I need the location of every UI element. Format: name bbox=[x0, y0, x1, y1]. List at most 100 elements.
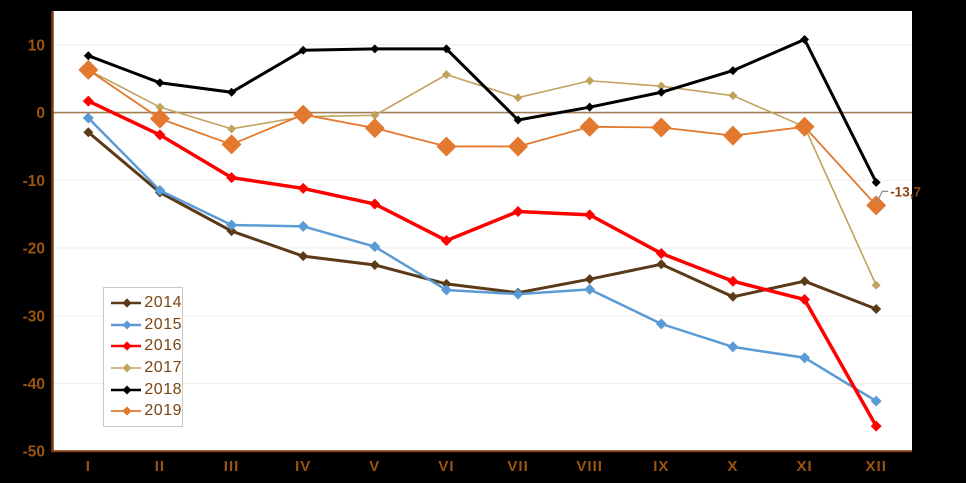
series-2017-point-VI bbox=[441, 70, 451, 80]
series-2017-point-XII bbox=[871, 280, 881, 290]
legend-item-2015: 2015 bbox=[110, 314, 182, 336]
series-2018-point-VI bbox=[441, 44, 451, 54]
series-2016-point-VIII bbox=[584, 209, 596, 221]
series-2015-point-IV bbox=[297, 220, 309, 232]
series-2015-point-VIII bbox=[584, 283, 596, 295]
series-2015-point-II bbox=[154, 184, 166, 196]
y-axis-label--10: -10 bbox=[23, 173, 45, 190]
series-2019-point-V bbox=[364, 118, 385, 139]
series-2016 bbox=[82, 95, 882, 432]
y-axis-label--20: -20 bbox=[23, 241, 45, 258]
y-axis-label-0: 0 bbox=[36, 105, 45, 122]
series-2016-point-XI bbox=[799, 294, 811, 306]
series-2016-point-X bbox=[727, 275, 739, 287]
series-2018-point-III bbox=[227, 87, 237, 97]
series-2014-point-VIII bbox=[584, 274, 595, 285]
series-2014-point-III bbox=[226, 226, 237, 237]
legend-marker-2018 bbox=[111, 385, 142, 395]
series-2019-point-VII bbox=[508, 136, 529, 157]
series-2018-point-XII bbox=[871, 177, 881, 187]
series-2015-point-VI bbox=[440, 284, 452, 296]
series-2019 bbox=[78, 59, 887, 216]
series-2018-point-I bbox=[83, 51, 93, 61]
legend-label-2016: 2016 bbox=[144, 337, 182, 355]
legend-item-2019: 2019 bbox=[110, 400, 182, 422]
x-axis-label-VIII: VIII bbox=[576, 458, 603, 475]
series-2016-point-IV bbox=[297, 182, 309, 194]
series-2018-point-IV bbox=[298, 45, 308, 55]
y-axis-label--40: -40 bbox=[23, 376, 45, 393]
series-2014-point-I bbox=[83, 127, 94, 138]
series-2019-point-VIII bbox=[579, 116, 600, 137]
legend-label-2017: 2017 bbox=[144, 358, 182, 376]
y-axis-label--30: -30 bbox=[23, 308, 45, 325]
series-2015-point-VII bbox=[512, 288, 524, 300]
legend-marker-2017 bbox=[111, 363, 142, 373]
x-axis-label-IV: IV bbox=[295, 458, 311, 475]
legend-label-2014: 2014 bbox=[144, 293, 182, 311]
series-2018-point-VIII bbox=[585, 102, 595, 112]
series-2014-line bbox=[87, 131, 877, 311]
series-2019-point-VI bbox=[436, 136, 457, 157]
series-2017-point-X bbox=[728, 91, 738, 101]
series-2016-point-VII bbox=[512, 205, 524, 217]
series-2019-point-X bbox=[722, 125, 743, 146]
legend-marker-2015 bbox=[111, 319, 142, 330]
series-2019-point-XI bbox=[794, 116, 815, 137]
series-2015-point-III bbox=[226, 219, 238, 231]
y-axis-label--50: -50 bbox=[23, 444, 45, 461]
series-2019-point-IV bbox=[293, 104, 314, 125]
series-2018-line bbox=[87, 37, 878, 184]
series-2016-point-VI bbox=[440, 235, 452, 247]
series-2018-point-V bbox=[370, 44, 380, 54]
series-2017-point-II bbox=[155, 102, 165, 112]
series-2018-point-II bbox=[155, 78, 165, 88]
legend-label-2015: 2015 bbox=[144, 315, 182, 333]
series-2016-point-XII bbox=[870, 420, 882, 432]
legend-label-2018: 2018 bbox=[144, 380, 182, 398]
legend-marker-2014 bbox=[111, 298, 142, 308]
y-axis-label-10: 10 bbox=[28, 37, 45, 54]
series-2014-point-V bbox=[369, 259, 380, 270]
series-2015-point-I bbox=[82, 112, 94, 124]
series-2016-point-III bbox=[226, 172, 238, 184]
series-2017-point-IX bbox=[656, 81, 666, 91]
x-axis-label-III: III bbox=[224, 458, 240, 475]
series-2015-point-V bbox=[369, 241, 381, 253]
series-2014-point-IX bbox=[656, 259, 667, 270]
legend-label-2019: 2019 bbox=[144, 402, 182, 420]
x-axis-label-X: X bbox=[727, 458, 738, 475]
legend-item-2018: 2018 bbox=[110, 379, 182, 401]
series-2018-point-XI bbox=[800, 34, 810, 44]
annotation-label: -13,7 bbox=[890, 184, 921, 199]
legend-item-2014: 2014 bbox=[110, 292, 182, 314]
series-2016-point-I bbox=[82, 95, 94, 107]
series-2015-point-XII bbox=[870, 395, 882, 407]
series-2019-point-I bbox=[78, 59, 99, 80]
x-axis-label-VII: VII bbox=[507, 458, 528, 475]
series-2014-point-XI bbox=[799, 276, 810, 287]
legend-item-2017: 2017 bbox=[110, 357, 182, 379]
series-2015-point-X bbox=[727, 341, 739, 353]
x-axis-label-VI: VI bbox=[438, 458, 454, 475]
annotation-leader-line bbox=[876, 190, 889, 204]
series-2018-point-X bbox=[728, 66, 738, 76]
series-2019-point-XII bbox=[866, 195, 887, 216]
legend-marker-2019 bbox=[111, 406, 142, 416]
series-2014-point-X bbox=[727, 291, 738, 302]
series-2018-point-IX bbox=[656, 87, 666, 97]
series-2018-point-VII bbox=[513, 115, 523, 125]
x-axis-label-XI: XI bbox=[796, 458, 812, 475]
series-2016-line bbox=[87, 99, 878, 428]
series-2019-point-III bbox=[221, 134, 242, 155]
series-2015 bbox=[82, 112, 882, 407]
series-2016-point-IX bbox=[655, 247, 667, 259]
series-2017-point-III bbox=[227, 124, 237, 134]
series-2014-point-IV bbox=[298, 251, 309, 262]
series-2016-point-V bbox=[369, 198, 381, 210]
series-2014-point-VI bbox=[441, 278, 452, 289]
series-2017-point-VII bbox=[513, 93, 523, 103]
series-2016-point-II bbox=[154, 129, 166, 141]
